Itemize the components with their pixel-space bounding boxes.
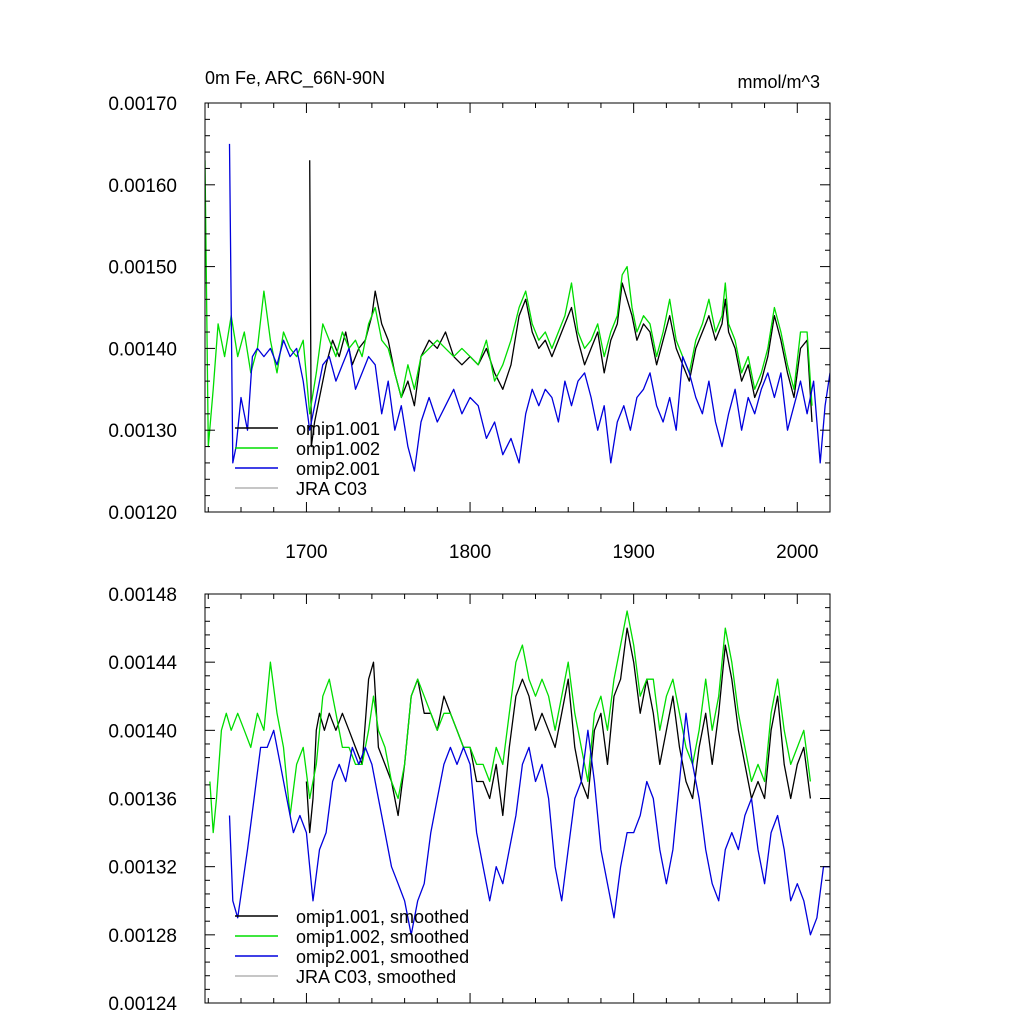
y-tick-label: 0.00128 [108, 926, 177, 947]
axis-ticks: 0.00124 0.00128 0.00132 0.00136 0.00140 0.001… [108, 585, 831, 1015]
x-tick-label: 2000 [776, 542, 818, 563]
chart-units: mmol/m^3 [738, 72, 820, 92]
legend-label: omip2.001, smoothed [296, 947, 469, 967]
series-line [228, 712, 830, 936]
series-group [205, 143, 830, 472]
series-group [209, 610, 830, 936]
y-tick-label: 0.00140 [108, 339, 177, 360]
series-line [205, 160, 813, 448]
legend-label: omip1.002, smoothed [296, 927, 469, 947]
legend-label: omip1.001 [296, 419, 380, 439]
chart-title: 0m Fe, ARC_66N-90N [205, 68, 385, 89]
legend-label: JRA C03, smoothed [296, 967, 456, 987]
legend-label: JRA C03 [296, 479, 367, 499]
x-tick-label: 1700 [285, 542, 327, 563]
series-line [228, 143, 830, 472]
y-tick-label: 0.00150 [108, 258, 177, 279]
legend-label: omip2.001 [296, 459, 380, 479]
legend-label: omip1.001, smoothed [296, 907, 469, 927]
y-tick-label: 0.00120 [108, 503, 177, 524]
series-line [209, 610, 812, 834]
y-tick-label: 0.00132 [108, 858, 177, 879]
y-tick-label: 0.00170 [108, 94, 177, 115]
bottom-panel: 0.00124 0.00128 0.00132 0.00136 0.00140 0.001… [108, 585, 831, 1015]
x-tick-label: 1900 [613, 542, 655, 563]
y-tick-label: 0.00160 [108, 176, 177, 197]
plot-frame [204, 102, 831, 513]
series-line [305, 627, 812, 834]
x-tick-label: 1800 [449, 542, 491, 563]
axis-ticks: 0.00120 0.00130 0.00140 0.00150 0.00160 0.001… [108, 94, 831, 563]
y-tick-label: 0.00136 [108, 790, 177, 811]
y-tick-label: 0.00130 [108, 421, 177, 442]
legend-label: omip1.002 [296, 439, 380, 459]
top-panel: 0m Fe, ARC_66N-90N mmol/m^3 0.001200.001… [108, 68, 831, 563]
y-tick-label: 0.00144 [108, 653, 177, 674]
y-tick-label: 0.00148 [108, 585, 177, 606]
series-line [309, 160, 813, 448]
y-tick-label: 0.00124 [108, 994, 177, 1015]
y-tick-label: 0.00140 [108, 721, 177, 742]
